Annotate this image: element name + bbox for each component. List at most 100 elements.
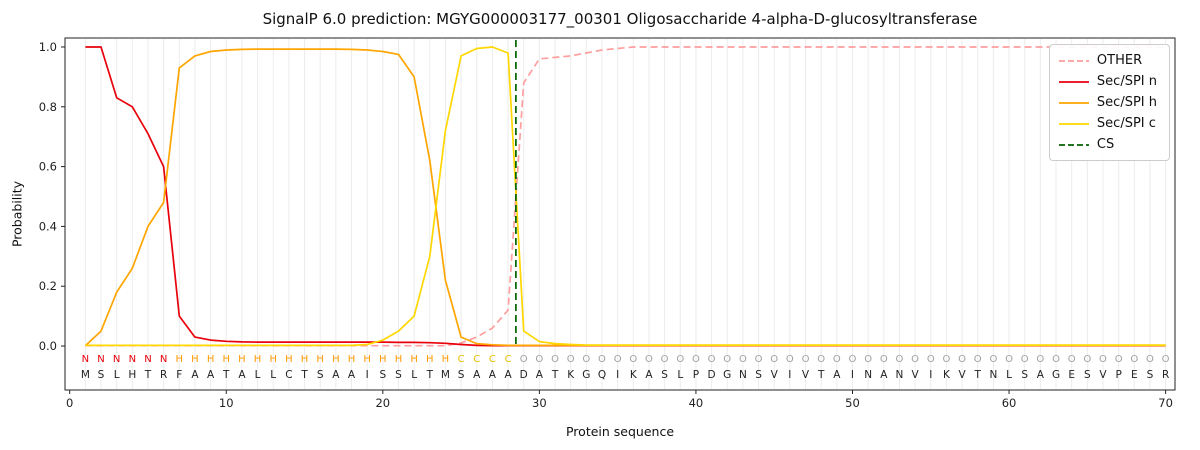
sequence-letter: G — [723, 369, 731, 381]
axes-box — [64, 37, 1176, 391]
region-letter: H — [395, 354, 403, 365]
region-letter: N — [113, 354, 120, 365]
sequence-letter: S — [395, 369, 402, 381]
sequence-letter: T — [817, 369, 825, 381]
region-letter: O — [551, 354, 559, 365]
sequence-letter: F — [176, 369, 182, 381]
region-letter: O — [645, 354, 653, 365]
sequence-letter: S — [661, 369, 668, 381]
region-letter: N — [144, 354, 151, 365]
legend-line-sample — [1058, 59, 1089, 62]
sequence-letter: E — [1068, 369, 1075, 381]
region-letter: O — [1115, 354, 1123, 365]
legend-item-cs: CS — [1058, 137, 1157, 152]
sequence-letter: I — [851, 369, 854, 381]
sequence-letter: V — [912, 369, 920, 381]
sequence-letter: M — [441, 369, 450, 381]
region-letter: O — [833, 354, 841, 365]
sequence-letter: R — [160, 369, 167, 381]
x-tick-label: 40 — [689, 396, 704, 410]
sequence-letter: S — [98, 369, 105, 381]
sequence-letter: L — [255, 369, 261, 381]
region-letter: O — [1052, 354, 1060, 365]
legend-label: Sec/SPI c — [1096, 116, 1156, 131]
region-letter: O — [958, 354, 966, 365]
region-letter: N — [97, 354, 104, 365]
sequence-letter: A — [645, 369, 653, 381]
sequence-letter: T — [144, 369, 152, 381]
region-letter: O — [1036, 354, 1044, 365]
gridlines — [84, 39, 1167, 389]
region-letter: H — [222, 354, 230, 365]
sequence-letter: A — [536, 369, 544, 381]
sequence-letter: A — [880, 369, 888, 381]
sequence-letter: S — [1021, 369, 1028, 381]
series-line-other — [85, 46, 1166, 347]
sequence-letter: A — [489, 369, 497, 381]
region-letter: C — [458, 354, 465, 365]
region-letter: H — [176, 354, 184, 365]
sequence-letter: P — [1115, 369, 1121, 381]
sequence-letter: A — [207, 369, 215, 381]
x-tick-label: 20 — [375, 396, 390, 410]
region-letter: O — [864, 354, 872, 365]
region-letter: O — [1021, 354, 1029, 365]
y-tick-label: 1.0 — [39, 40, 57, 54]
sequence-letter: H — [128, 369, 136, 381]
region-letter: H — [301, 354, 309, 365]
region-letter: O — [661, 354, 669, 365]
legend-line-sample — [1058, 101, 1089, 104]
sequence-letter: V — [802, 369, 810, 381]
sequence-letter: G — [1052, 369, 1060, 381]
y-tick-label: 0.4 — [39, 219, 57, 233]
y-tick-label: 0.2 — [39, 279, 57, 293]
region-letter: O — [770, 354, 778, 365]
region-letter: O — [849, 354, 857, 365]
region-letter: O — [567, 354, 575, 365]
x-tick-label: 60 — [1002, 396, 1017, 410]
chart-title: SignalP 6.0 prediction: MGYG000003177_00… — [262, 10, 978, 28]
legend-line-sample — [1058, 143, 1089, 146]
region-letter: O — [692, 354, 700, 365]
sequence-letter: A — [348, 369, 356, 381]
sequence-letter: Q — [598, 369, 606, 381]
region-letter: H — [207, 354, 215, 365]
sequence-letter: S — [317, 369, 324, 381]
x-tick-label: 30 — [532, 396, 547, 410]
region-letter: H — [363, 354, 371, 365]
probability-curves — [84, 46, 1166, 347]
region-letter: O — [676, 354, 684, 365]
sequence-letter: S — [458, 369, 465, 381]
legend-label: Sec/SPI n — [1096, 74, 1157, 89]
region-letter: O — [1005, 354, 1013, 365]
series-line-sec-spi-c — [85, 46, 1166, 347]
region-letter: O — [786, 354, 794, 365]
sequence-letter: P — [693, 369, 699, 381]
x-tick-label: 0 — [66, 396, 73, 410]
legend-label: OTHER — [1096, 53, 1143, 68]
region-letter: O — [942, 354, 950, 365]
region-letter: N — [129, 354, 136, 365]
region-letter: N — [160, 354, 167, 365]
legend-item-sec-spi-c: Sec/SPI c — [1058, 116, 1157, 131]
sequence-letter: K — [567, 369, 575, 381]
region-letter: H — [238, 354, 246, 365]
sequence-letter: A — [473, 369, 481, 381]
region-letter: O — [1162, 354, 1170, 365]
region-letter: H — [191, 354, 199, 365]
sequence-letter: A — [191, 369, 199, 381]
sequence-letter: N — [864, 369, 872, 381]
sequence-letter: V — [771, 369, 779, 381]
region-letter: C — [473, 354, 480, 365]
sequence-letter: K — [630, 369, 638, 381]
sequence-letter: I — [788, 369, 791, 381]
sequence-letter: R — [1162, 369, 1169, 381]
region-letter: N — [82, 354, 89, 365]
region-letter: O — [802, 354, 810, 365]
sequence-letter: A — [833, 369, 841, 381]
region-letter: H — [316, 354, 324, 365]
sequence-letter: T — [974, 369, 982, 381]
